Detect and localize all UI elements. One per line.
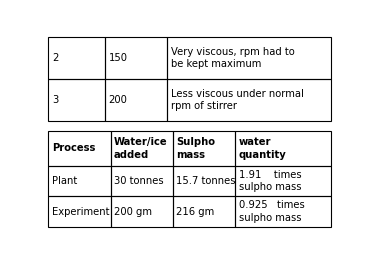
Text: 1.91    times
sulpho mass: 1.91 times sulpho mass [239, 170, 301, 192]
Text: 0.925   times
sulpho mass: 0.925 times sulpho mass [239, 200, 304, 223]
Text: water
quantity: water quantity [239, 137, 286, 160]
Text: Very viscous, rpm had to
be kept maximum: Very viscous, rpm had to be kept maximum [171, 47, 295, 69]
Text: Plant: Plant [52, 176, 77, 186]
Text: 150: 150 [108, 53, 127, 63]
Text: Process: Process [52, 144, 95, 154]
Text: Less viscous under normal
rpm of stirrer: Less viscous under normal rpm of stirrer [171, 89, 304, 111]
Text: Water/ice
added: Water/ice added [114, 137, 168, 160]
Text: Experiment: Experiment [52, 207, 110, 217]
Text: 200 gm: 200 gm [114, 207, 152, 217]
Text: 3: 3 [52, 95, 58, 105]
Text: 15.7 tonnes: 15.7 tonnes [176, 176, 236, 186]
Text: 2: 2 [52, 53, 58, 63]
Text: Sulpho
mass: Sulpho mass [176, 137, 215, 160]
Text: 200: 200 [108, 95, 127, 105]
Text: 30 tonnes: 30 tonnes [114, 176, 164, 186]
Text: 216 gm: 216 gm [176, 207, 215, 217]
